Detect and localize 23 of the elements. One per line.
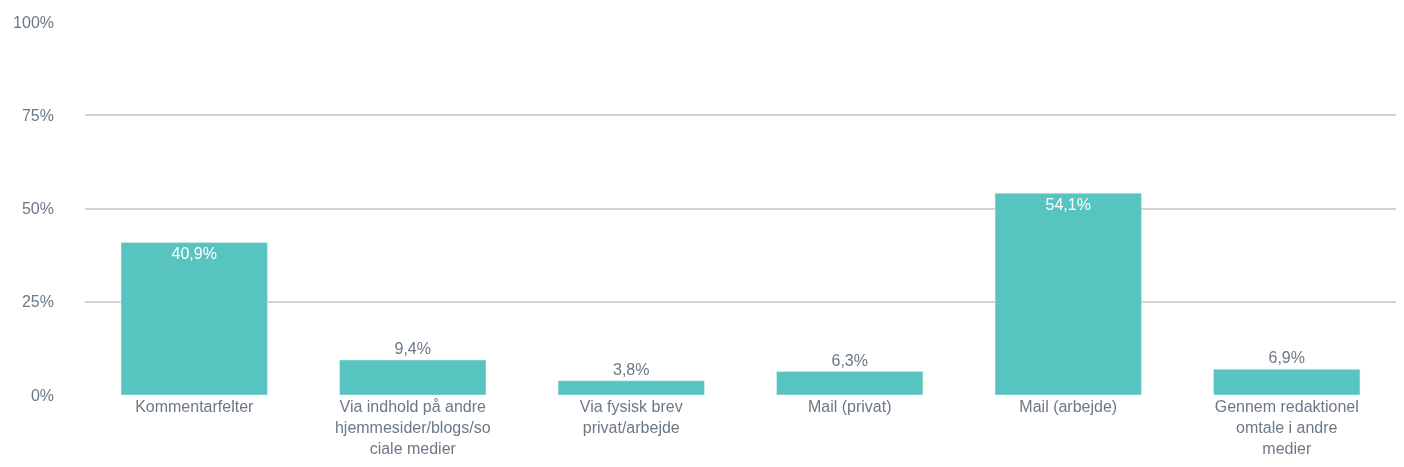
data-label: 40,9% — [171, 245, 217, 263]
y-tick-label: 0% — [30, 386, 54, 404]
data-label: 54,1% — [1045, 196, 1091, 214]
data-label: 3,8% — [613, 360, 650, 378]
x-tick-label: Mail (privat) — [807, 398, 892, 415]
bar — [1213, 369, 1361, 395]
data-label: 6,9% — [1268, 349, 1305, 367]
bar — [339, 359, 487, 395]
bar — [120, 242, 268, 395]
y-tick-label: 100% — [13, 13, 54, 31]
data-label: 6,3% — [831, 351, 868, 369]
x-tick-label: Via indhold på andre hjemmesider/blogs/sociale medier — [334, 398, 491, 457]
y-tick-label: 75% — [21, 106, 54, 124]
bar — [776, 371, 924, 395]
data-label: 9,4% — [394, 339, 431, 357]
x-tick-label: Mail (arbejde) — [1019, 398, 1118, 415]
x-tick-label: Gennem redaktionel omtale i andre medier — [1214, 398, 1359, 457]
y-tick-label: 50% — [21, 200, 54, 218]
bar — [557, 380, 705, 395]
y-tick-label: 25% — [21, 293, 54, 311]
x-tick-label: Kommentarfelter — [135, 398, 255, 415]
x-tick-label: Via fysisk brev privat/arbejde — [579, 398, 683, 436]
bar — [994, 192, 1142, 395]
